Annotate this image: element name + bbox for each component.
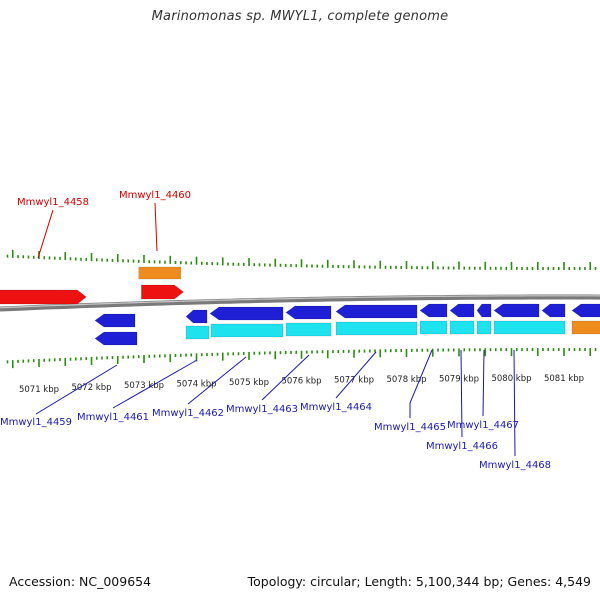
- scale-label: 5080 kbp: [491, 374, 531, 384]
- rna-feature[interactable]: [138, 266, 182, 280]
- gene-label[interactable]: Mmwyl1_4462: [152, 408, 224, 419]
- gene-label[interactable]: Mmwyl1_4460: [119, 190, 191, 201]
- cds-feature[interactable]: [185, 325, 210, 340]
- gene-label[interactable]: Mmwyl1_4459: [0, 417, 72, 428]
- backbone-highlight: [0, 295, 600, 309]
- rna-feature[interactable]: [571, 320, 600, 335]
- outer-tick-ring: [6, 249, 597, 270]
- leader-line: [187, 356, 247, 405]
- scale-label: 5075 kbp: [229, 378, 269, 388]
- scale-label: 5074 kbp: [176, 379, 216, 389]
- gene-mmwyl1-4458[interactable]: [0, 289, 87, 305]
- gene-label[interactable]: Mmwyl1_4465: [374, 422, 446, 433]
- leader-line: [482, 349, 485, 417]
- scale-labels: 5071 kbp 5072 kbp 5073 kbp 5074 kbp 5075 kbp…: [19, 374, 584, 395]
- leader-line: [261, 354, 310, 401]
- cds-feature[interactable]: [476, 320, 492, 335]
- genome-summary-text: Topology: circular; Length: 5,100,344 bp…: [247, 574, 591, 589]
- gene-mmwyl1-4460[interactable]: [141, 284, 184, 300]
- cds-feature[interactable]: [493, 320, 566, 335]
- leader-line: [112, 359, 198, 409]
- cds-feature[interactable]: [449, 320, 475, 335]
- gene-label[interactable]: Mmwyl1_4458: [17, 197, 89, 208]
- scale-label: 5076 kbp: [281, 377, 321, 387]
- gene-mmwyl1-4469[interactable]: [541, 303, 566, 318]
- inner-tick-ring: [6, 348, 597, 369]
- gene-mmwyl1-4462[interactable]: [209, 306, 284, 321]
- leader-line: [460, 349, 463, 438]
- leader-line: [513, 349, 516, 457]
- feature-track: [0, 266, 600, 346]
- genome-backbone: [0, 294, 600, 312]
- gene-mmwyl1-4467[interactable]: [476, 303, 492, 318]
- leader-line: [335, 351, 377, 399]
- gene-label[interactable]: Mmwyl1_4467: [447, 420, 519, 431]
- gene-mmwyl1-4465[interactable]: [419, 303, 448, 318]
- leader-line: [409, 349, 433, 418]
- gene-mmwyl1-4462a[interactable]: [185, 309, 208, 324]
- scale-label: 5077 kbp: [334, 376, 374, 386]
- gene-mmwyl1-4470[interactable]: [571, 303, 600, 318]
- cds-feature[interactable]: [210, 323, 284, 338]
- gene-mmwyl1-4459[interactable]: [94, 313, 136, 328]
- cds-feature[interactable]: [285, 322, 332, 337]
- leader-line: [154, 202, 158, 252]
- gene-label[interactable]: Mmwyl1_4464: [300, 402, 372, 413]
- scale-label: 5071 kbp: [19, 385, 59, 395]
- scale-label: 5073 kbp: [124, 381, 164, 391]
- scale-label: 5072 kbp: [71, 383, 111, 393]
- gene-mmwyl1-4463[interactable]: [285, 305, 332, 320]
- scale-label: 5079 kbp: [439, 374, 479, 384]
- gene-labels: Mmwyl1_4458 Mmwyl1_4460 Mmwyl1_4459 Mmwyl1_…: [0, 190, 551, 471]
- scale-label: 5081 kbp: [544, 374, 584, 384]
- gene-mmwyl1-4468[interactable]: [493, 303, 540, 318]
- leader-line: [35, 364, 118, 415]
- gene-label[interactable]: Mmwyl1_4466: [426, 441, 498, 452]
- accession-text: Accession: NC_009654: [9, 574, 152, 589]
- scale-label: 5078 kbp: [386, 375, 426, 385]
- gene-mmwyl1-4464[interactable]: [335, 304, 418, 319]
- cds-feature[interactable]: [335, 321, 418, 336]
- gene-mmwyl1-4466[interactable]: [449, 303, 475, 318]
- gene-label[interactable]: Mmwyl1_4463: [226, 404, 298, 415]
- leader-line: [37, 209, 54, 259]
- gene-mmwyl1-4461[interactable]: [94, 331, 138, 346]
- map-title: Marinomonas sp. MWYL1, complete genome: [151, 9, 449, 24]
- gene-label[interactable]: Mmwyl1_4461: [77, 412, 149, 423]
- gene-label[interactable]: Mmwyl1_4468: [479, 460, 551, 471]
- cds-feature[interactable]: [419, 320, 448, 335]
